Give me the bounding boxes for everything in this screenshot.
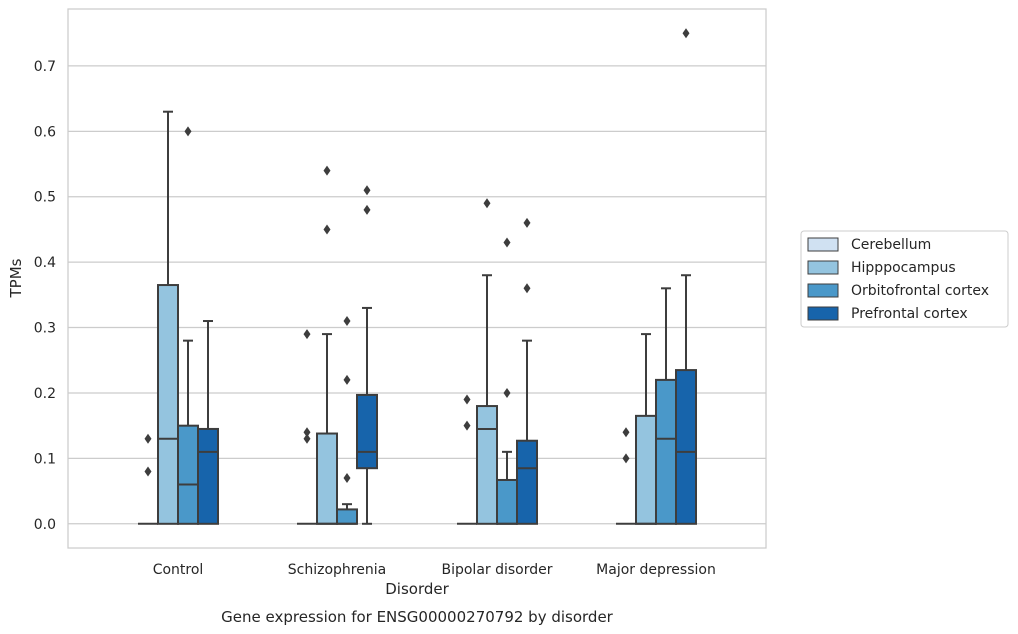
outlier-point <box>483 198 491 209</box>
y-tick-label: 0.4 <box>34 255 56 271</box>
box-body <box>675 369 697 525</box>
outlier-point <box>503 237 511 248</box>
box-body <box>655 378 677 525</box>
outlier-point <box>144 433 152 444</box>
box-body <box>476 405 498 525</box>
outlier-point <box>363 204 371 215</box>
outlier-point <box>184 126 192 137</box>
box-2-0 <box>177 126 199 525</box>
outlier-point <box>463 394 471 405</box>
outlier-point <box>323 224 331 235</box>
box-2-1 <box>336 316 358 525</box>
box-body <box>635 414 657 525</box>
plot-frame <box>67 8 767 549</box>
y-tick-label: 0.1 <box>34 451 56 467</box>
legend-label: Cerebellum <box>851 237 931 253</box>
outlier-point <box>303 433 311 444</box>
y-tick-label: 0.2 <box>34 386 56 402</box>
outlier-point <box>363 185 371 196</box>
legend-swatch <box>807 306 839 321</box>
y-tick-label: 0.6 <box>34 124 56 140</box>
outlier-point <box>682 28 690 39</box>
box-0-0 <box>138 433 158 525</box>
outlier-point <box>503 387 511 398</box>
outlier-point <box>523 283 531 294</box>
x-tick-label: Bipolar disorder <box>441 562 552 578</box>
outlier-point <box>303 427 311 438</box>
box-body <box>177 424 199 525</box>
box-1-1 <box>316 165 338 525</box>
x-axis-ticks: Control Schizophrenia Bipolar disorder Majo… <box>153 562 716 578</box>
y-axis-ticks: 0.0 0.1 0.2 0.3 0.4 0.5 0.6 0.7 <box>34 59 56 533</box>
legend-label: Orbitofrontal cortex <box>851 283 989 299</box>
box-3-1 <box>356 185 378 525</box>
y-tick-label: 0.0 <box>34 517 56 533</box>
box-body <box>157 284 179 525</box>
box-body <box>316 432 338 525</box>
legend-swatch <box>807 283 839 298</box>
outlier-point <box>144 466 152 477</box>
outlier-point <box>343 473 351 484</box>
outlier-point <box>622 453 630 464</box>
x-tick-label: Control <box>153 562 204 578</box>
box-1-0 <box>157 110 179 525</box>
outlier-point <box>323 165 331 176</box>
box-body <box>356 393 378 470</box>
legend-frame <box>800 230 1009 328</box>
box-0-2 <box>457 394 477 525</box>
legend-label: Hipppocampus <box>851 260 956 276</box>
legend-swatch <box>807 237 839 252</box>
box-body <box>197 427 219 525</box>
box-body <box>336 508 358 525</box>
box-0-3 <box>616 427 636 525</box>
outlier-point <box>303 329 311 340</box>
outlier-point <box>463 420 471 431</box>
y-tick-label: 0.7 <box>34 59 56 75</box>
x-tick-label: Major depression <box>596 562 716 578</box>
box-plot-series <box>138 28 697 525</box>
box-2-2 <box>496 237 518 525</box>
x-tick-label: Schizophrenia <box>288 562 386 578</box>
outlier-point <box>622 427 630 438</box>
box-body <box>496 478 518 525</box>
legend: Cerebellum Hipppocampus Orbitofrontal cort… <box>800 230 1009 328</box>
legend-swatch <box>807 260 839 275</box>
box-1-2 <box>476 198 498 525</box>
box-3-3 <box>675 28 697 525</box>
outlier-point <box>343 374 351 385</box>
box-1-3 <box>635 333 657 525</box>
box-3-2 <box>516 217 538 525</box>
legend-label: Prefrontal cortex <box>851 306 968 322</box>
x-axis-label: Disorder <box>385 580 449 598</box>
outlier-point <box>343 316 351 327</box>
y-axis-label: TPMs <box>7 258 25 298</box>
y-tick-label: 0.3 <box>34 321 56 337</box>
box-body <box>516 439 538 525</box>
box-2-3 <box>655 287 677 525</box>
box-3-0 <box>197 320 219 525</box>
y-tick-label: 0.5 <box>34 190 56 206</box>
chart-caption: Gene expression for ENSG00000270792 by d… <box>221 608 614 626</box>
box-0-1 <box>297 329 317 525</box>
outlier-point <box>523 217 531 228</box>
